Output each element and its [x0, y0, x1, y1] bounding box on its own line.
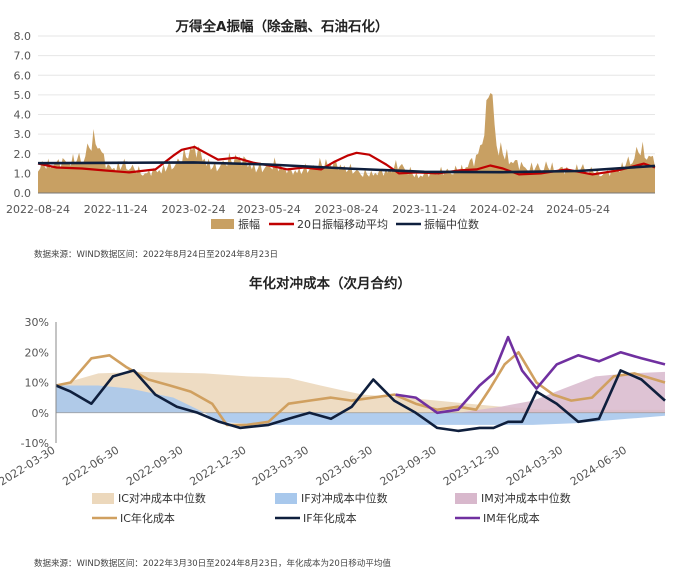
amplitude-chart: 万得全A振幅（除金融、石油石化） 0.0 1.0 2.0 3.0 4.0 5.0 6.0 7.…	[6, 18, 656, 260]
hedge-cost-chart-x-tick-label: 2022-03-30	[0, 444, 58, 489]
hedge-cost-chart-source: 数据来源：WIND数据区间：2022年3月30日至2024年8月23日，年化成本…	[34, 558, 391, 569]
legend-swatch-ic-median	[92, 493, 114, 504]
hedge-cost-chart-y-tick-label: -10%	[21, 437, 49, 450]
hedge-cost-chart-x-axis: 2022-03-30 2022-06-30 2022-09-30 2022-12-30…	[0, 444, 629, 489]
im-median-area	[137, 371, 665, 413]
amplitude-chart-x-tick-label: 2023-08-24	[315, 203, 379, 216]
amplitude-chart-title: 万得全A振幅（除金融、石油石化）	[175, 18, 389, 35]
legend-label-ic-median: IC对冲成本中位数	[118, 491, 206, 505]
amplitude-chart-y-tick-label: 5.0	[14, 89, 32, 102]
legend-swatch-if-median	[275, 493, 297, 504]
amplitude-chart-y-tick-label: 1.0	[14, 167, 32, 180]
amplitude-area	[38, 93, 655, 193]
amplitude-chart-x-tick-label: 2024-05-24	[546, 203, 610, 216]
amplitude-chart-x-tick-label: 2023-02-24	[162, 203, 226, 216]
if-cost-line	[55, 369, 666, 433]
ic-cost-line	[55, 350, 666, 427]
hedge-cost-chart-y-tick-label: 0%	[32, 407, 49, 420]
hedge-cost-chart: 年化对冲成本（次月合约） -10%0%10%20%30% 2022-03-30 2…	[0, 275, 666, 569]
amplitude-chart-x-axis: 2022-08-24 2022-11-24 2023-02-24 2023-05-24…	[6, 203, 610, 216]
hedge-cost-chart-x-tick-label: 2023-03-30	[250, 444, 311, 489]
amplitude-chart-y-tick-label: 2.0	[14, 148, 32, 161]
legend-label-amplitude: 振幅	[238, 217, 260, 231]
amplitude-chart-y-tick-label: 7.0	[14, 50, 32, 63]
amplitude-chart-x-tick-label: 2022-08-24	[6, 203, 70, 216]
hedge-cost-chart-y-tick-label: 10%	[25, 377, 49, 390]
hedge-cost-chart-y-tick-label: 30%	[25, 316, 49, 329]
legend-swatch-im-median	[455, 493, 477, 504]
hedge-cost-chart-x-tick-label: 2023-12-30	[441, 444, 502, 489]
legend-label-amplitude-ma20: 20日振幅移动平均	[297, 217, 388, 231]
amplitude-chart-y-tick-label: 4.0	[14, 109, 32, 122]
hedge-cost-chart-x-tick-label: 2024-03-30	[504, 444, 565, 489]
amplitude-chart-legend: 振幅 20日振幅移动平均 振幅中位数	[211, 217, 479, 231]
hedge-cost-chart-x-tick-label: 2022-12-30	[187, 444, 248, 489]
hedge-cost-chart-x-tick-label: 2024-06-30	[568, 444, 629, 489]
amplitude-chart-y-tick-label: 8.0	[14, 30, 32, 43]
amplitude-chart-y-axis: 0.0 1.0 2.0 3.0 4.0 5.0 6.0 7.0 8.0	[14, 30, 32, 200]
legend-swatch-amplitude	[211, 219, 234, 229]
hedge-cost-chart-legend: IC对冲成本中位数 IF对冲成本中位数 IM对冲成本中位数 IC年化成本 IF年…	[92, 491, 571, 525]
im-cost-line	[395, 335, 666, 415]
amplitude-ma20-line	[37, 145, 656, 176]
legend-label-im-cost: IM年化成本	[483, 511, 540, 525]
amplitude-chart-x-tick-label: 2024-02-24	[470, 203, 534, 216]
amplitude-chart-source: 数据来源：WIND数据区间：2022年8月24日至2024年8月23日	[34, 249, 278, 260]
if-median-area	[56, 385, 665, 425]
amplitude-chart-y-tick-label: 0.0	[14, 187, 32, 200]
amplitude-chart-gridlines	[38, 35, 655, 174]
legend-label-if-median: IF对冲成本中位数	[301, 491, 388, 505]
amplitude-chart-y-tick-label: 6.0	[14, 69, 32, 82]
hedge-cost-chart-y-axis: -10% 0% 10% 20% 30%	[21, 316, 49, 450]
hedge-cost-chart-y-tick-label: 20%	[25, 346, 49, 359]
amplitude-chart-x-tick-label: 2022-11-24	[84, 203, 148, 216]
amplitude-chart-x-tick-label: 2023-05-24	[237, 203, 301, 216]
amplitude-chart-y-tick-label: 3.0	[14, 128, 32, 141]
hedge-cost-chart-x-tick-label: 2022-06-30	[60, 444, 121, 489]
amplitude-median-line	[37, 161, 656, 174]
amplitude-chart-x-tick-label: 2023-11-24	[392, 203, 456, 216]
amplitude-chart-plot-area	[37, 93, 656, 193]
legend-label-im-median: IM对冲成本中位数	[481, 491, 571, 505]
hedge-cost-chart-x-tick-label: 2023-06-30	[314, 444, 375, 489]
legend-label-ic-cost: IC年化成本	[120, 511, 175, 525]
hedge-cost-chart-x-tick-label: 2023-09-30	[378, 444, 439, 489]
legend-label-amplitude-median: 振幅中位数	[424, 217, 479, 231]
hedge-cost-chart-title: 年化对冲成本（次月合约）	[249, 275, 411, 292]
hedge-cost-chart-plot-area	[55, 335, 666, 433]
legend-label-if-cost: IF年化成本	[303, 511, 357, 525]
hedge-cost-chart-x-tick-label: 2022-09-30	[124, 444, 185, 489]
